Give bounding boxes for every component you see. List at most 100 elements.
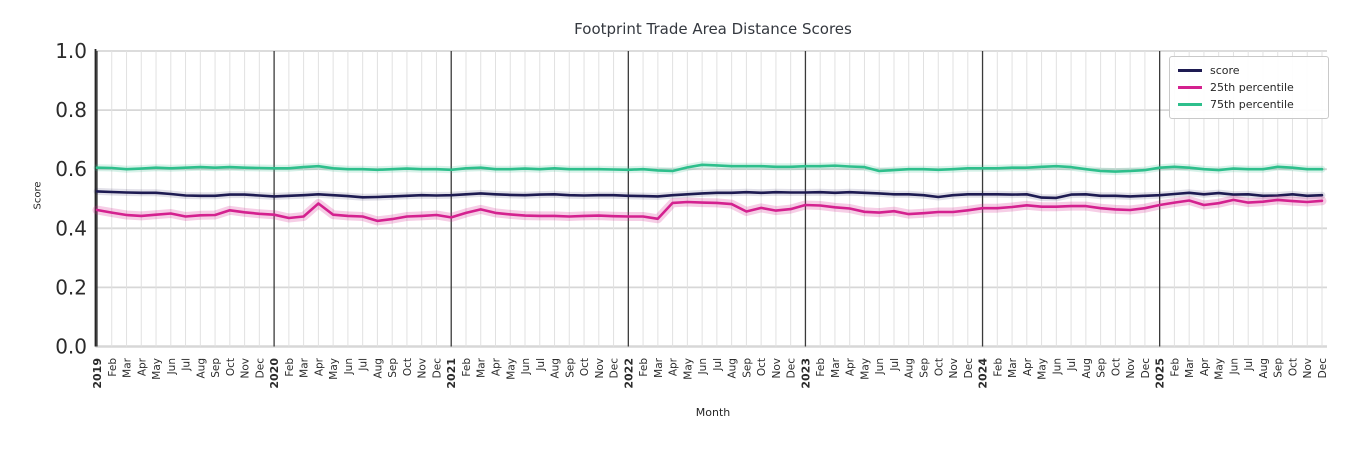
- x-tick-label-month: Nov: [417, 358, 429, 379]
- x-tick-label-month: Jul: [712, 358, 724, 372]
- x-tick-label-month: Aug: [904, 358, 916, 379]
- series-line-25th-percentile: [95, 198, 1324, 223]
- x-tick-label-month: Dec: [1140, 358, 1152, 379]
- y-tick-label: 0.4: [55, 216, 87, 240]
- x-tick-label-month: Oct: [1110, 358, 1122, 376]
- x-tick-label-month: Feb: [1169, 358, 1181, 377]
- x-tick-label-month: May: [328, 358, 340, 380]
- x-tick-label-month: Jul: [889, 358, 901, 372]
- x-tick-label-month: Jul: [181, 358, 193, 372]
- x-tick-label-month: Nov: [1302, 358, 1314, 379]
- series-line-75th-percentile: [95, 163, 1324, 173]
- x-tick-label-year: 2021: [445, 358, 458, 389]
- x-tick-label-month: May: [505, 358, 517, 380]
- x-tick-label-month: May: [151, 358, 163, 380]
- x-tick-label-month: Oct: [579, 358, 591, 376]
- x-tick-label-month: Sep: [1096, 358, 1108, 378]
- y-tick-label: 0.6: [55, 157, 87, 181]
- x-tick-label-month: May: [1037, 358, 1049, 380]
- legend: score 25th percentile 75th percentile: [1169, 56, 1329, 119]
- x-tick-label-month: Dec: [786, 358, 798, 379]
- x-tick-label-year: 2023: [799, 358, 812, 389]
- x-tick-label-month: Jul: [1066, 358, 1078, 372]
- x-tick-label-month: May: [682, 358, 694, 380]
- x-tick-label-month: Mar: [122, 357, 134, 377]
- x-tick-label-month: Apr: [490, 357, 502, 376]
- x-tick-label-month: Nov: [1125, 358, 1137, 379]
- legend-item-score: score: [1178, 62, 1320, 79]
- x-tick-label-month: Aug: [1258, 358, 1270, 379]
- chart-title: Footprint Trade Area Distance Scores: [574, 20, 852, 38]
- x-tick-label-month: Dec: [609, 358, 621, 379]
- x-tick-label-month: Jun: [874, 358, 886, 375]
- x-tick-label-year: 2025: [1154, 358, 1167, 389]
- x-tick-label-month: Feb: [815, 358, 827, 377]
- x-tick-label-month: Feb: [461, 358, 473, 377]
- x-tick-label-month: Oct: [225, 358, 237, 376]
- x-tick-label-month: Aug: [550, 358, 562, 379]
- legend-line-25th-percentile: [1178, 86, 1202, 89]
- x-tick-label-month: Nov: [771, 358, 783, 379]
- x-tick-label-month: Mar: [830, 357, 842, 377]
- y-tick-label: 0.2: [55, 275, 87, 299]
- legend-label-score: score: [1210, 64, 1240, 77]
- x-tick-label-month: Oct: [402, 358, 414, 376]
- x-tick-label-month: Apr: [136, 357, 148, 376]
- x-tick-label-year: 2020: [268, 358, 281, 389]
- x-tick-label-month: Sep: [564, 358, 576, 378]
- x-tick-label-month: Mar: [1007, 357, 1019, 377]
- x-tick-label-month: Jun: [1228, 358, 1240, 375]
- x-tick-label-month: Apr: [668, 357, 680, 376]
- x-tick-label-month: Feb: [284, 358, 296, 377]
- x-tick-label-month: Mar: [1184, 357, 1196, 377]
- x-tick-label-year: 2019: [91, 358, 104, 389]
- x-tick-label-month: Oct: [756, 358, 768, 376]
- x-axis-label: Month: [695, 406, 731, 419]
- x-tick-label-month: Mar: [476, 357, 488, 377]
- y-tick-label: 0.8: [55, 98, 87, 122]
- x-tick-label-month: Jun: [520, 358, 532, 375]
- x-tick-label-month: Aug: [195, 358, 207, 379]
- x-tick-label-month: Nov: [948, 358, 960, 379]
- x-tick-label-month: Mar: [653, 357, 665, 377]
- x-tick-label-month: Apr: [1199, 357, 1211, 376]
- x-tick-label-month: Dec: [963, 358, 975, 379]
- x-tick-label-month: Oct: [933, 358, 945, 376]
- x-tick-label-month: Apr: [313, 357, 325, 376]
- x-tick-label-month: Dec: [431, 358, 443, 379]
- x-tick-label-month: Jul: [358, 358, 370, 372]
- x-tick-label-month: Mar: [299, 357, 311, 377]
- x-tick-label-month: Sep: [1273, 358, 1285, 378]
- x-tick-label-year: 2024: [977, 358, 990, 389]
- x-tick-label-month: Aug: [1081, 358, 1093, 379]
- legend-item-25th-percentile: 25th percentile: [1178, 79, 1320, 96]
- legend-line-75th-percentile: [1178, 103, 1202, 106]
- series-line-score: [95, 190, 1324, 200]
- x-tick-label-month: Sep: [387, 358, 399, 378]
- x-tick-label-month: Feb: [992, 358, 1004, 377]
- x-tick-label-month: Jun: [697, 358, 709, 375]
- x-tick-label-month: Sep: [741, 358, 753, 378]
- legend-label-75th-percentile: 75th percentile: [1210, 98, 1294, 111]
- x-tick-label-month: Jul: [535, 358, 547, 372]
- x-tick-label-month: Nov: [594, 358, 606, 379]
- x-tick-label-month: Jul: [1243, 358, 1255, 372]
- x-tick-label-month: Jun: [166, 358, 178, 375]
- legend-label-25th-percentile: 25th percentile: [1210, 81, 1294, 94]
- legend-line-score: [1178, 69, 1202, 72]
- x-tick-label-month: Apr: [845, 357, 857, 376]
- x-tick-label-month: Jun: [343, 358, 355, 375]
- x-tick-label-month: Aug: [727, 358, 739, 379]
- y-tick-label: 1.0: [55, 39, 87, 63]
- x-tick-label-month: Sep: [210, 358, 222, 378]
- x-tick-label-month: May: [1214, 358, 1226, 380]
- x-tick-label-month: May: [859, 358, 871, 380]
- x-tick-label-month: Sep: [919, 358, 931, 378]
- x-tick-label-month: Feb: [107, 358, 119, 377]
- x-tick-label-month: Apr: [1022, 357, 1034, 376]
- x-tick-label-month: Dec: [1317, 358, 1329, 379]
- y-tick-label: 0.0: [55, 335, 87, 359]
- y-axis-label: Score: [32, 181, 44, 210]
